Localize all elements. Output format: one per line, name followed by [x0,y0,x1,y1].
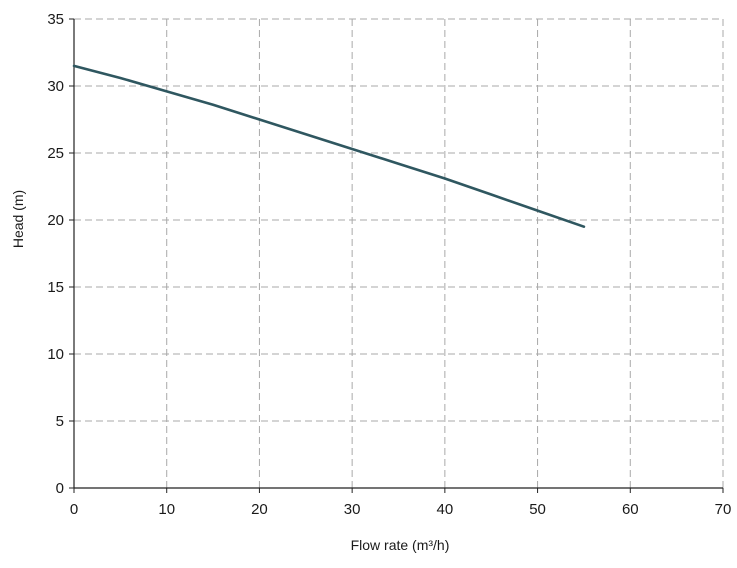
y-tick-label: 10 [47,346,64,363]
y-tick-label: 35 [47,11,64,28]
x-tick-label: 0 [70,501,78,518]
y-tick-label: 5 [56,413,64,430]
tick-labels: 0 10 20 30 40 50 60 70 0 5 10 15 20 25 30 35 [47,11,731,518]
x-tick-label: 70 [715,501,732,518]
x-axis-title: Flow rate (m³/h) [351,537,450,553]
x-tick-label: 10 [158,501,175,518]
x-tick-label: 20 [251,501,268,518]
x-tick-label: 40 [437,501,454,518]
y-tick-label: 20 [47,212,64,229]
y-tick-label: 0 [56,480,64,497]
y-axis-title: Head (m) [10,190,26,248]
axes [69,18,724,493]
x-tick-label: 50 [529,501,546,518]
y-tick-label: 15 [47,279,64,296]
series-line [72,64,586,228]
y-tick-label: 30 [47,78,64,95]
series-layer [72,64,586,228]
y-tick-label: 25 [47,145,64,162]
grid [74,18,724,488]
x-tick-label: 30 [344,501,361,518]
x-tick-label: 60 [622,501,639,518]
